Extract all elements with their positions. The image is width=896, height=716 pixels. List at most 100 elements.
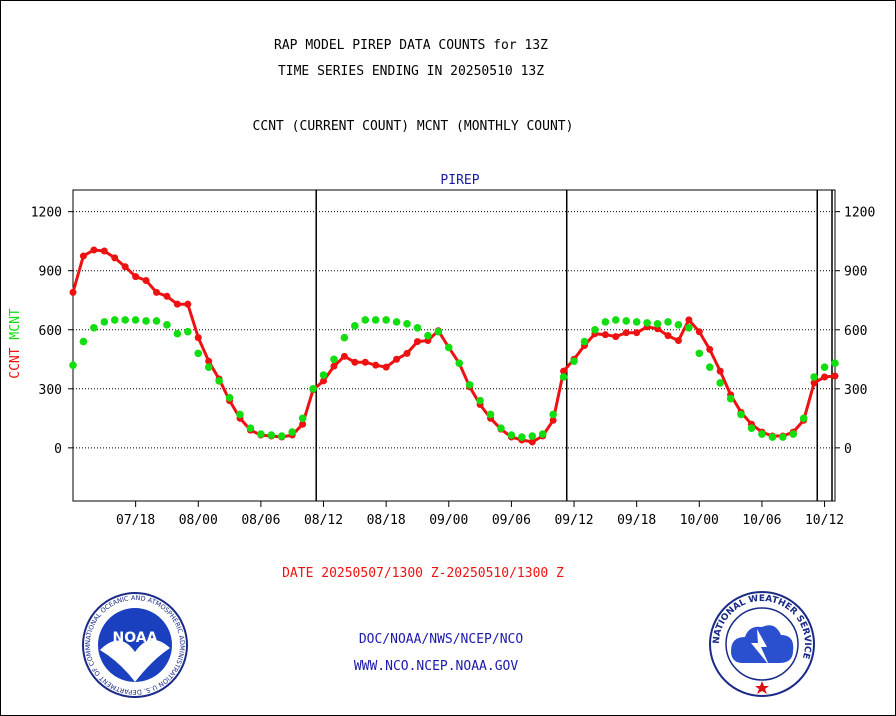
noaa-logo: NOAA NATIONAL OCEANIC AND ATMOSPHERIC AD… xyxy=(80,590,188,698)
data-point-mcnt xyxy=(100,318,109,326)
data-point-ccnt xyxy=(685,316,693,324)
data-point-mcnt xyxy=(184,327,192,336)
data-point-mcnt xyxy=(152,317,161,325)
x-tick-label: 08/18 xyxy=(367,513,406,528)
series-line-ccnt xyxy=(71,248,836,444)
data-point-mcnt xyxy=(559,373,568,381)
data-point-mcnt xyxy=(632,318,641,326)
data-point-ccnt xyxy=(601,331,609,339)
data-point-mcnt xyxy=(69,361,77,369)
data-point-mcnt xyxy=(351,322,359,330)
data-point-mcnt xyxy=(486,410,495,419)
data-point-mcnt xyxy=(110,316,119,324)
data-point-mcnt xyxy=(142,317,150,325)
chart-subtitle: TIME SERIES ENDING IN 20250510 13Z xyxy=(277,64,545,79)
data-point-ccnt xyxy=(299,420,307,428)
data-point-ccnt xyxy=(664,332,672,340)
x-tick-label: 10/00 xyxy=(680,513,719,528)
date-range-label: DATE 20250507/1300 Z-20250510/1300 Z xyxy=(282,566,564,581)
x-tick-label: 10/06 xyxy=(742,513,781,528)
data-point-mcnt xyxy=(434,327,443,336)
data-point-ccnt xyxy=(173,300,181,308)
data-point-mcnt xyxy=(298,414,307,423)
data-point-ccnt xyxy=(194,334,202,342)
data-point-mcnt xyxy=(685,323,693,332)
y-tick-label-right: 1200 xyxy=(844,206,875,221)
chart-title: RAP MODEL PIREP DATA COUNTS for 13Z xyxy=(274,38,548,53)
data-point-ccnt xyxy=(340,352,348,360)
data-point-ccnt xyxy=(716,367,724,375)
org-label: DOC/NOAA/NWS/NCEP/NCO xyxy=(358,632,524,647)
data-point-mcnt xyxy=(768,433,777,441)
url-link[interactable]: WWW.NCO.NCEP.NOAA.GOV xyxy=(353,659,519,674)
data-point-mcnt xyxy=(131,316,140,324)
data-point-ccnt xyxy=(831,372,839,380)
data-point-mcnt xyxy=(476,396,484,405)
data-point-ccnt xyxy=(622,329,630,337)
data-point-ccnt xyxy=(633,329,641,337)
data-point-mcnt xyxy=(570,357,578,366)
y-tick-label-left: 0 xyxy=(54,442,62,457)
data-point-mcnt xyxy=(622,317,631,325)
data-point-ccnt xyxy=(69,288,77,296)
data-point-ccnt xyxy=(351,358,359,366)
data-point-mcnt xyxy=(424,331,432,340)
data-point-mcnt xyxy=(267,431,276,439)
data-point-mcnt xyxy=(580,337,589,346)
data-point-ccnt xyxy=(163,292,171,300)
data-point-ccnt xyxy=(90,246,98,254)
y-tick-label-left: 1200 xyxy=(31,206,62,221)
data-point-mcnt xyxy=(611,316,620,324)
data-point-mcnt xyxy=(382,316,390,324)
y-axis-label-mcnt: MCNT xyxy=(8,308,23,347)
data-point-mcnt xyxy=(779,433,787,441)
data-point-ccnt xyxy=(184,300,192,308)
data-point-mcnt xyxy=(215,377,223,385)
data-point-mcnt xyxy=(653,320,662,328)
data-point-mcnt xyxy=(330,355,338,364)
data-point-mcnt xyxy=(361,316,370,324)
data-point-ccnt xyxy=(706,345,714,353)
data-point-ccnt xyxy=(560,367,568,375)
y-tick-label-right: 600 xyxy=(844,324,867,339)
data-point-mcnt xyxy=(246,424,255,432)
x-tick-label: 10/12 xyxy=(805,513,844,528)
data-point-ccnt xyxy=(403,349,411,357)
data-point-mcnt xyxy=(518,433,526,441)
data-point-mcnt xyxy=(674,321,683,329)
data-point-mcnt xyxy=(747,424,756,432)
data-point-mcnt xyxy=(705,363,714,371)
x-tick-label: 08/06 xyxy=(241,513,280,528)
y-tick-label-right: 300 xyxy=(844,383,867,398)
data-point-mcnt xyxy=(309,385,317,393)
y-tick-label-right: 900 xyxy=(844,265,867,280)
y-tick-label-left: 900 xyxy=(39,265,62,280)
y-tick-label-left: 300 xyxy=(39,383,62,398)
data-point-mcnt xyxy=(695,349,704,358)
data-point-mcnt xyxy=(173,329,182,338)
data-point-mcnt xyxy=(716,379,724,387)
x-tick-label: 09/06 xyxy=(492,513,531,528)
data-point-ccnt xyxy=(121,263,129,271)
data-point-ccnt xyxy=(330,362,338,370)
data-point-mcnt xyxy=(163,321,171,329)
data-point-mcnt xyxy=(831,359,839,368)
y-tick-label-right: 0 xyxy=(844,442,852,457)
data-point-ccnt xyxy=(361,358,369,366)
data-point-ccnt xyxy=(549,416,557,424)
data-point-mcnt xyxy=(726,394,735,403)
x-tick-label: 09/00 xyxy=(429,513,468,528)
data-point-mcnt xyxy=(204,363,213,371)
data-point-mcnt xyxy=(820,363,829,371)
data-point-mcnt xyxy=(288,428,297,436)
y-tick-label-left: 600 xyxy=(39,324,62,339)
data-point-mcnt xyxy=(758,430,766,438)
data-point-mcnt xyxy=(319,371,328,379)
nws-logo: NATIONAL WEATHER SERVICE xyxy=(709,591,815,697)
data-point-mcnt xyxy=(340,333,349,342)
data-point-ccnt xyxy=(821,373,829,381)
plot-title: PIREP xyxy=(440,173,479,188)
x-tick-label: 09/18 xyxy=(617,513,656,528)
data-point-mcnt xyxy=(277,432,286,440)
